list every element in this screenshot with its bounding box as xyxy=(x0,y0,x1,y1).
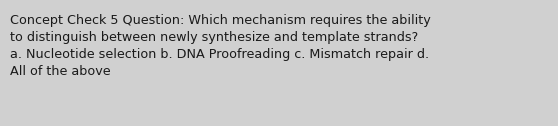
Text: Concept Check 5 Question: Which mechanism requires the ability: Concept Check 5 Question: Which mechanis… xyxy=(10,14,431,27)
Text: to distinguish between newly synthesize and template strands?: to distinguish between newly synthesize … xyxy=(10,31,418,44)
Text: a. Nucleotide selection b. DNA Proofreading c. Mismatch repair d.: a. Nucleotide selection b. DNA Proofread… xyxy=(10,48,429,61)
Text: All of the above: All of the above xyxy=(10,65,110,78)
